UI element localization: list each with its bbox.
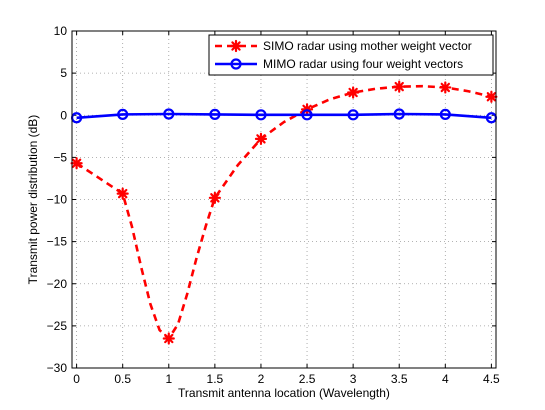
data-point bbox=[301, 109, 313, 121]
x-tick-label: 1 bbox=[165, 372, 172, 386]
series-line bbox=[76, 112, 492, 120]
grid-lines bbox=[72, 30, 496, 369]
plot-frame bbox=[71, 30, 497, 369]
x-tick-label: 2.5 bbox=[299, 372, 316, 386]
y-tick-label: 0 bbox=[60, 108, 67, 122]
series-line bbox=[75, 84, 492, 340]
data-point bbox=[255, 109, 267, 121]
x-tick-label: 4 bbox=[442, 372, 449, 386]
x-tick-label: 4.5 bbox=[483, 372, 500, 386]
data-point bbox=[485, 90, 498, 103]
data-point bbox=[254, 132, 268, 145]
y-tick-label: −5 bbox=[53, 150, 67, 164]
series-2 bbox=[71, 108, 497, 124]
data-point bbox=[208, 191, 221, 204]
data-point bbox=[70, 157, 83, 170]
y-tick-label: −30 bbox=[47, 361, 68, 375]
legend-label: MIMO radar using four weight vectors bbox=[263, 57, 463, 71]
legend-box bbox=[208, 34, 494, 76]
legend-entry: MIMO radar using four weight vectors bbox=[215, 57, 463, 71]
y-axis-ticks: −30 −25 −20 −15 −10 −5 0 5 10 bbox=[47, 24, 496, 375]
legend-marker bbox=[230, 58, 242, 70]
x-tick-label: 1.5 bbox=[207, 372, 224, 386]
y-tick-label: −10 bbox=[47, 193, 68, 207]
y-tick-label: −20 bbox=[47, 277, 68, 291]
series-layer bbox=[70, 80, 498, 345]
x-axis-ticks: 0 0.5 1 1.5 2 2.5 3 3.5 4 4.5 bbox=[73, 31, 500, 386]
y-tick-label: 5 bbox=[60, 66, 67, 80]
x-tick-label: 0 bbox=[73, 372, 80, 386]
data-point bbox=[209, 108, 221, 121]
data-point bbox=[393, 108, 405, 120]
x-tick-label: 2 bbox=[258, 372, 265, 386]
y-tick-label: −25 bbox=[47, 319, 68, 333]
series-1 bbox=[70, 80, 498, 345]
data-point bbox=[439, 108, 451, 121]
data-point bbox=[347, 109, 359, 121]
legend: SIMO radar using mother weight vector MIM… bbox=[208, 34, 494, 76]
x-tick-label: 3.5 bbox=[391, 372, 408, 386]
legend-entry: SIMO radar using mother weight vector bbox=[215, 39, 472, 53]
x-tick-label: 0.5 bbox=[114, 372, 131, 386]
data-point bbox=[393, 80, 406, 93]
x-tick-label: 3 bbox=[350, 372, 357, 386]
legend-entries: SIMO radar using mother weight vector MIM… bbox=[215, 39, 472, 71]
legend-label: SIMO radar using mother weight vector bbox=[263, 39, 472, 53]
y-axis-label: Transmit power distribution (dB) bbox=[26, 115, 40, 285]
legend-marker bbox=[229, 39, 243, 53]
data-point bbox=[116, 187, 129, 200]
x-axis-label: Transmit antenna location (Wavelength) bbox=[178, 386, 390, 400]
data-point bbox=[347, 86, 360, 99]
data-point bbox=[163, 108, 175, 120]
data-point bbox=[439, 81, 452, 94]
y-tick-label: 10 bbox=[54, 24, 68, 38]
data-point bbox=[117, 108, 129, 121]
data-point bbox=[162, 332, 175, 345]
y-tick-label: −15 bbox=[47, 235, 68, 249]
